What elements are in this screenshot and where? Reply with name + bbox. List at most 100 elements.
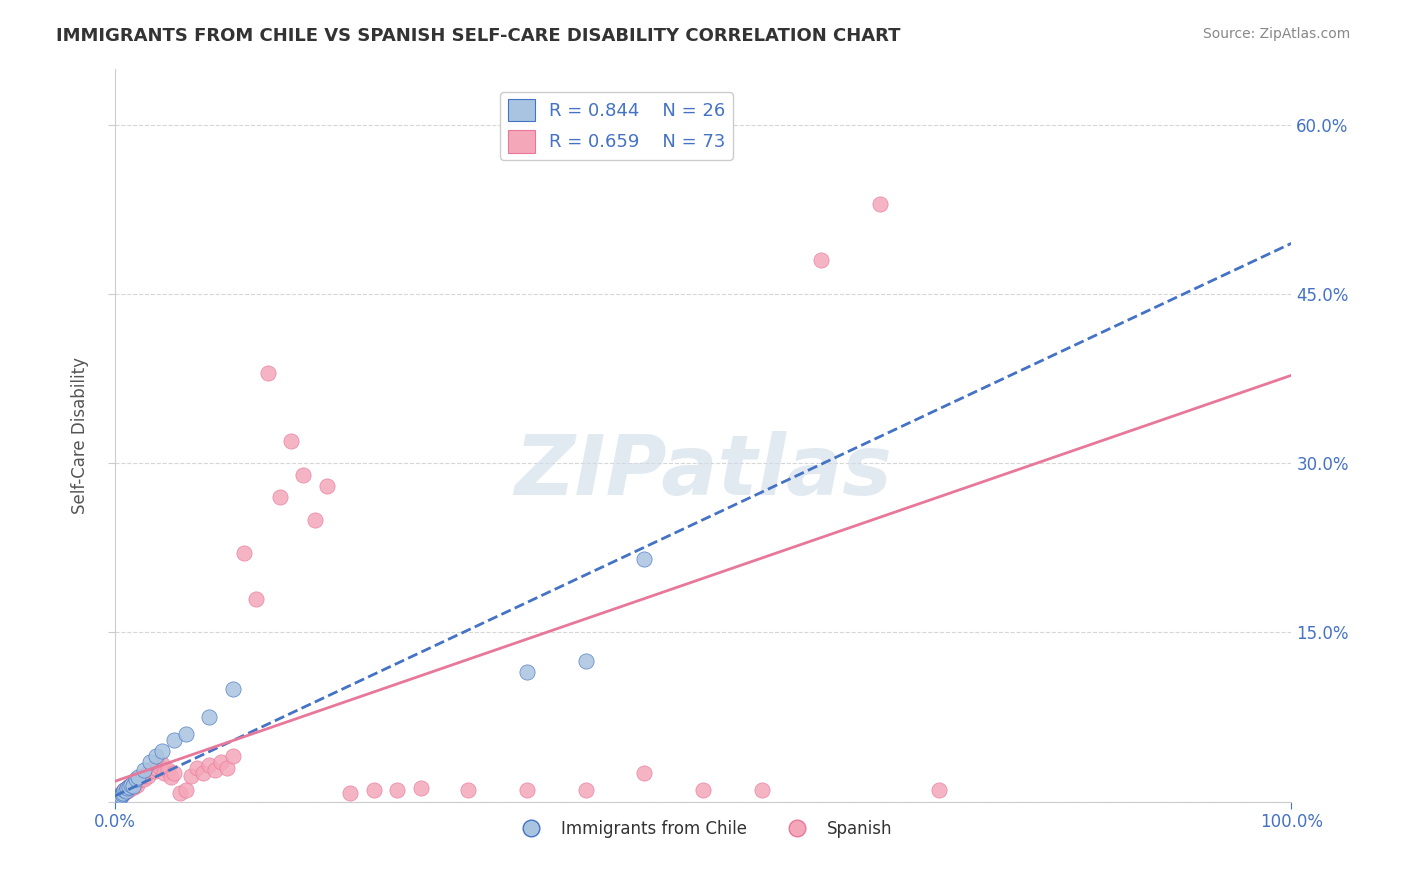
Point (180, 769, 202, 783)
Point (114, 784, 136, 798)
Point (245, 591, 267, 606)
Point (304, 513, 326, 527)
Point (292, 467, 315, 482)
Point (111, 787, 134, 801)
Point (339, 786, 361, 800)
Point (574, 783, 596, 797)
Point (111, 786, 134, 800)
Point (108, 790, 131, 805)
Point (122, 780, 145, 794)
Point (110, 788, 132, 802)
Point (233, 546, 256, 560)
Point (810, 253, 832, 268)
Point (516, 665, 538, 679)
Point (134, 772, 156, 786)
Point (363, 783, 385, 797)
Point (112, 784, 135, 798)
Point (129, 771, 152, 785)
Point (633, 766, 655, 780)
Point (128, 773, 150, 788)
Point (108, 788, 131, 802)
Point (118, 780, 141, 794)
Point (127, 770, 149, 784)
Point (221, 749, 243, 764)
Point (131, 770, 153, 784)
Point (105, 791, 128, 805)
Point (121, 779, 143, 793)
Point (280, 434, 302, 448)
Point (135, 766, 157, 780)
Point (107, 790, 129, 805)
Point (118, 779, 141, 793)
Point (163, 766, 186, 780)
Point (110, 789, 132, 803)
Point (136, 769, 159, 783)
Point (143, 764, 166, 778)
Point (112, 783, 135, 797)
Point (115, 780, 138, 795)
Point (125, 772, 148, 786)
Point (111, 787, 134, 801)
Point (108, 789, 131, 803)
Legend: Immigrants from Chile, Spanish: Immigrants from Chile, Spanish (508, 814, 898, 845)
Point (221, 681, 243, 696)
Point (516, 783, 538, 797)
Point (215, 761, 238, 775)
Point (127, 772, 149, 786)
Point (139, 763, 162, 777)
Point (120, 778, 142, 792)
Point (112, 786, 135, 800)
Point (120, 778, 142, 792)
Text: IMMIGRANTS FROM CHILE VS SPANISH SELF-CARE DISABILITY CORRELATION CHART: IMMIGRANTS FROM CHILE VS SPANISH SELF-CA… (56, 27, 901, 45)
Point (633, 552, 655, 566)
Point (209, 755, 232, 769)
Point (134, 763, 156, 777)
Point (174, 783, 197, 797)
Point (409, 780, 432, 795)
Point (117, 780, 139, 794)
Point (110, 788, 132, 802)
Point (150, 757, 173, 772)
Point (121, 776, 143, 790)
Point (160, 770, 183, 784)
Point (927, 783, 949, 797)
Point (145, 749, 167, 764)
Point (124, 775, 146, 789)
Point (115, 784, 138, 798)
Point (120, 782, 142, 797)
Point (150, 744, 173, 758)
Text: ZIPatlas: ZIPatlas (515, 431, 893, 512)
Point (269, 490, 291, 504)
Point (156, 763, 179, 777)
Point (574, 654, 596, 668)
Point (198, 758, 221, 772)
Point (125, 774, 148, 789)
Point (315, 479, 337, 493)
Point (163, 732, 186, 747)
Point (169, 786, 191, 800)
Point (115, 780, 138, 795)
Point (153, 766, 176, 780)
Y-axis label: Self-Care Disability: Self-Care Disability (72, 357, 89, 514)
Point (186, 761, 208, 775)
Point (204, 763, 226, 777)
Text: Source: ZipAtlas.com: Source: ZipAtlas.com (1202, 27, 1350, 41)
Point (692, 783, 714, 797)
Point (105, 789, 128, 803)
Point (149, 759, 172, 773)
Point (457, 783, 479, 797)
Point (105, 789, 128, 803)
Point (112, 783, 135, 797)
Point (112, 786, 135, 800)
Point (110, 787, 132, 801)
Point (107, 791, 129, 805)
Point (127, 778, 149, 792)
Point (114, 782, 136, 797)
Point (174, 727, 197, 741)
Point (257, 366, 280, 380)
Point (146, 762, 169, 776)
Point (198, 710, 221, 724)
Point (387, 783, 409, 797)
Point (751, 783, 773, 797)
Point (193, 766, 215, 780)
